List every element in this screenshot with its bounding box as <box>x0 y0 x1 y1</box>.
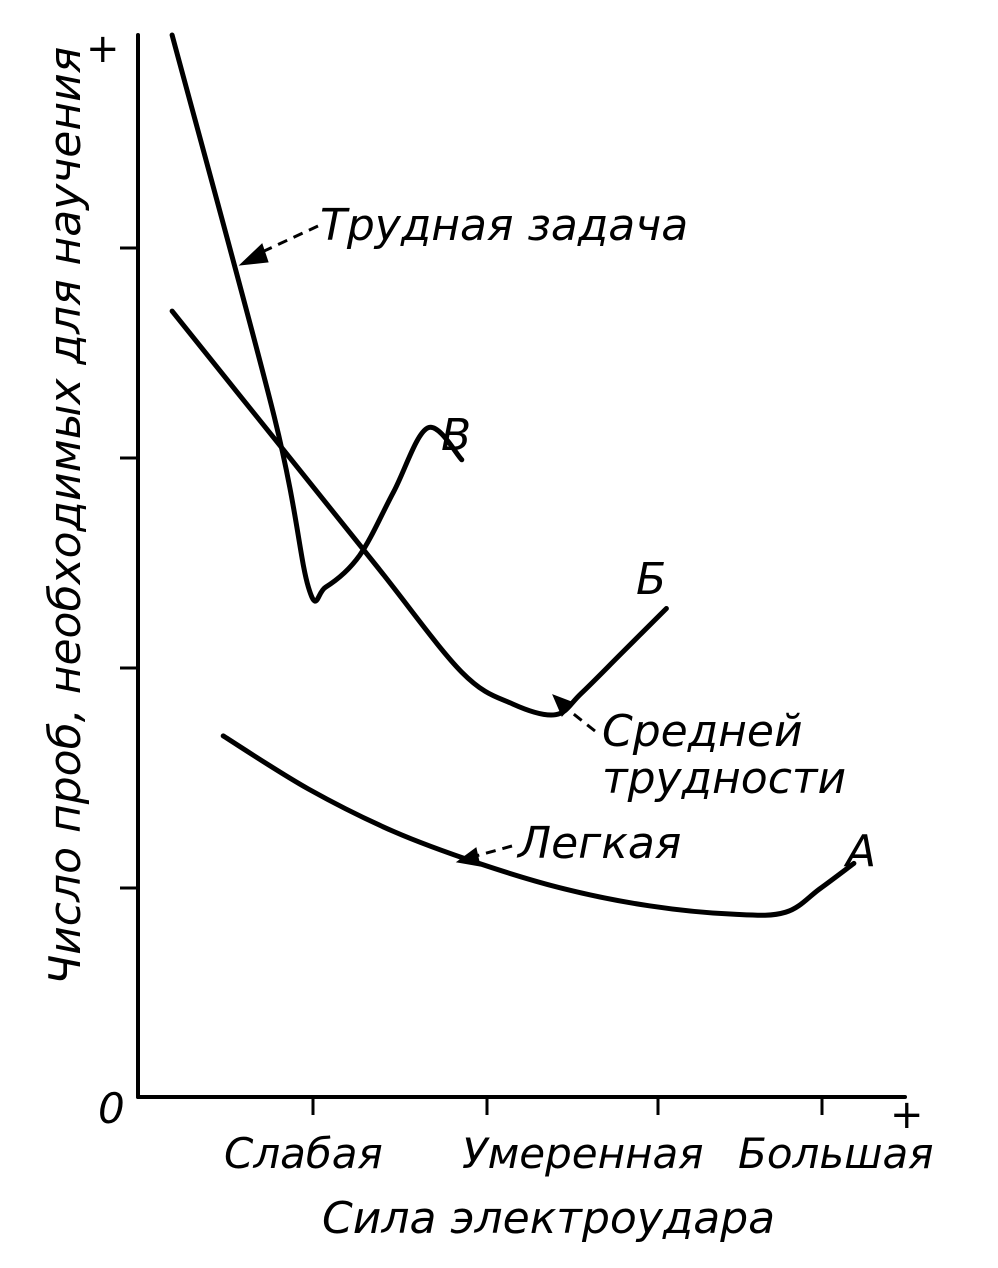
x-axis-plus-sign: + <box>890 1092 924 1138</box>
annotation-arrow-medium <box>552 694 596 733</box>
x-axis-ticks <box>311 1097 824 1115</box>
curve-medium-difficulty <box>169 308 669 718</box>
curve-easy-task <box>220 733 857 918</box>
annotation-arrow-easy <box>455 844 513 867</box>
y-axis-ticks <box>120 246 138 890</box>
curve-end-label-a: А <box>843 826 876 877</box>
annotation-arrow-difficult <box>238 224 319 266</box>
annotation-medium-line2: трудности <box>602 753 846 804</box>
curve-end-label-v: В <box>441 410 471 461</box>
curve-end-label-b: Б <box>636 554 666 605</box>
origin-label: 0 <box>98 1084 125 1133</box>
annotation-easy: Легкая <box>516 818 681 869</box>
annotation-medium-line1: Средней <box>602 706 803 757</box>
annotation-difficult-task: Трудная задача <box>320 200 688 251</box>
y-axis-plus-sign: + <box>86 26 120 72</box>
x-axis-title: Сила электроудара <box>322 1193 775 1244</box>
x-tick-label-weak: Слабая <box>224 1129 383 1178</box>
x-tick-label-moderate: Умеренная <box>462 1129 704 1178</box>
curve-difficult-task <box>169 32 465 604</box>
y-axis-title: Число проб, необходимых для научения <box>40 47 91 985</box>
x-tick-label-strong: Большая <box>738 1129 934 1178</box>
